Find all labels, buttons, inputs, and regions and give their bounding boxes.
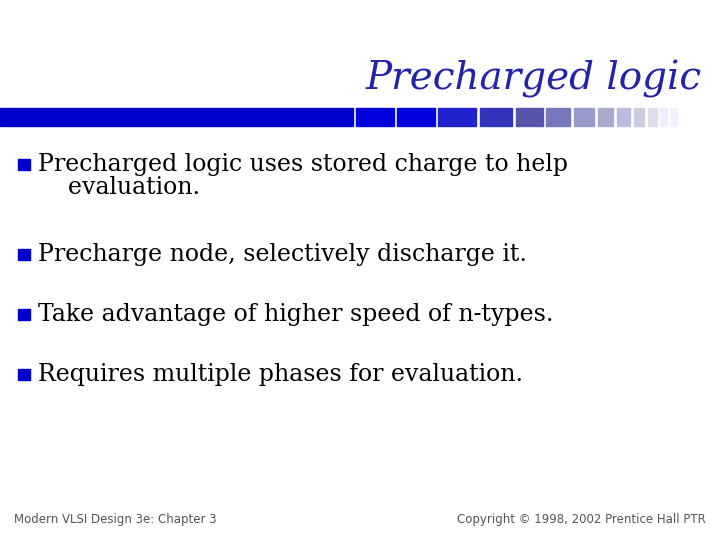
Text: Requires multiple phases for evaluation.: Requires multiple phases for evaluation. (38, 363, 523, 387)
Bar (671, 108, 677, 126)
Bar (18, 248, 30, 260)
Text: Take advantage of higher speed of n-types.: Take advantage of higher speed of n-type… (38, 303, 554, 327)
Bar (574, 108, 594, 126)
Text: Precharged logic uses stored charge to help: Precharged logic uses stored charge to h… (38, 153, 568, 177)
Bar (18, 159, 30, 170)
Bar (648, 108, 657, 126)
Text: Modern VLSI Design 3e: Chapter 3: Modern VLSI Design 3e: Chapter 3 (14, 513, 217, 526)
Bar (660, 108, 667, 126)
Text: Copyright © 1998, 2002 Prentice Hall PTR: Copyright © 1998, 2002 Prentice Hall PTR (457, 513, 706, 526)
Bar (516, 108, 543, 126)
Text: Precharged logic: Precharged logic (366, 60, 702, 98)
Bar (480, 108, 512, 126)
Bar (546, 108, 570, 126)
Bar (356, 108, 394, 126)
Bar (18, 368, 30, 380)
Bar (634, 108, 644, 126)
Text: evaluation.: evaluation. (38, 176, 200, 199)
Bar (598, 108, 613, 126)
Text: Precharge node, selectively discharge it.: Precharge node, selectively discharge it… (38, 244, 527, 267)
Bar (397, 108, 435, 126)
Bar (438, 108, 476, 126)
Bar (18, 308, 30, 320)
Bar (0, 108, 353, 126)
Bar (617, 108, 630, 126)
